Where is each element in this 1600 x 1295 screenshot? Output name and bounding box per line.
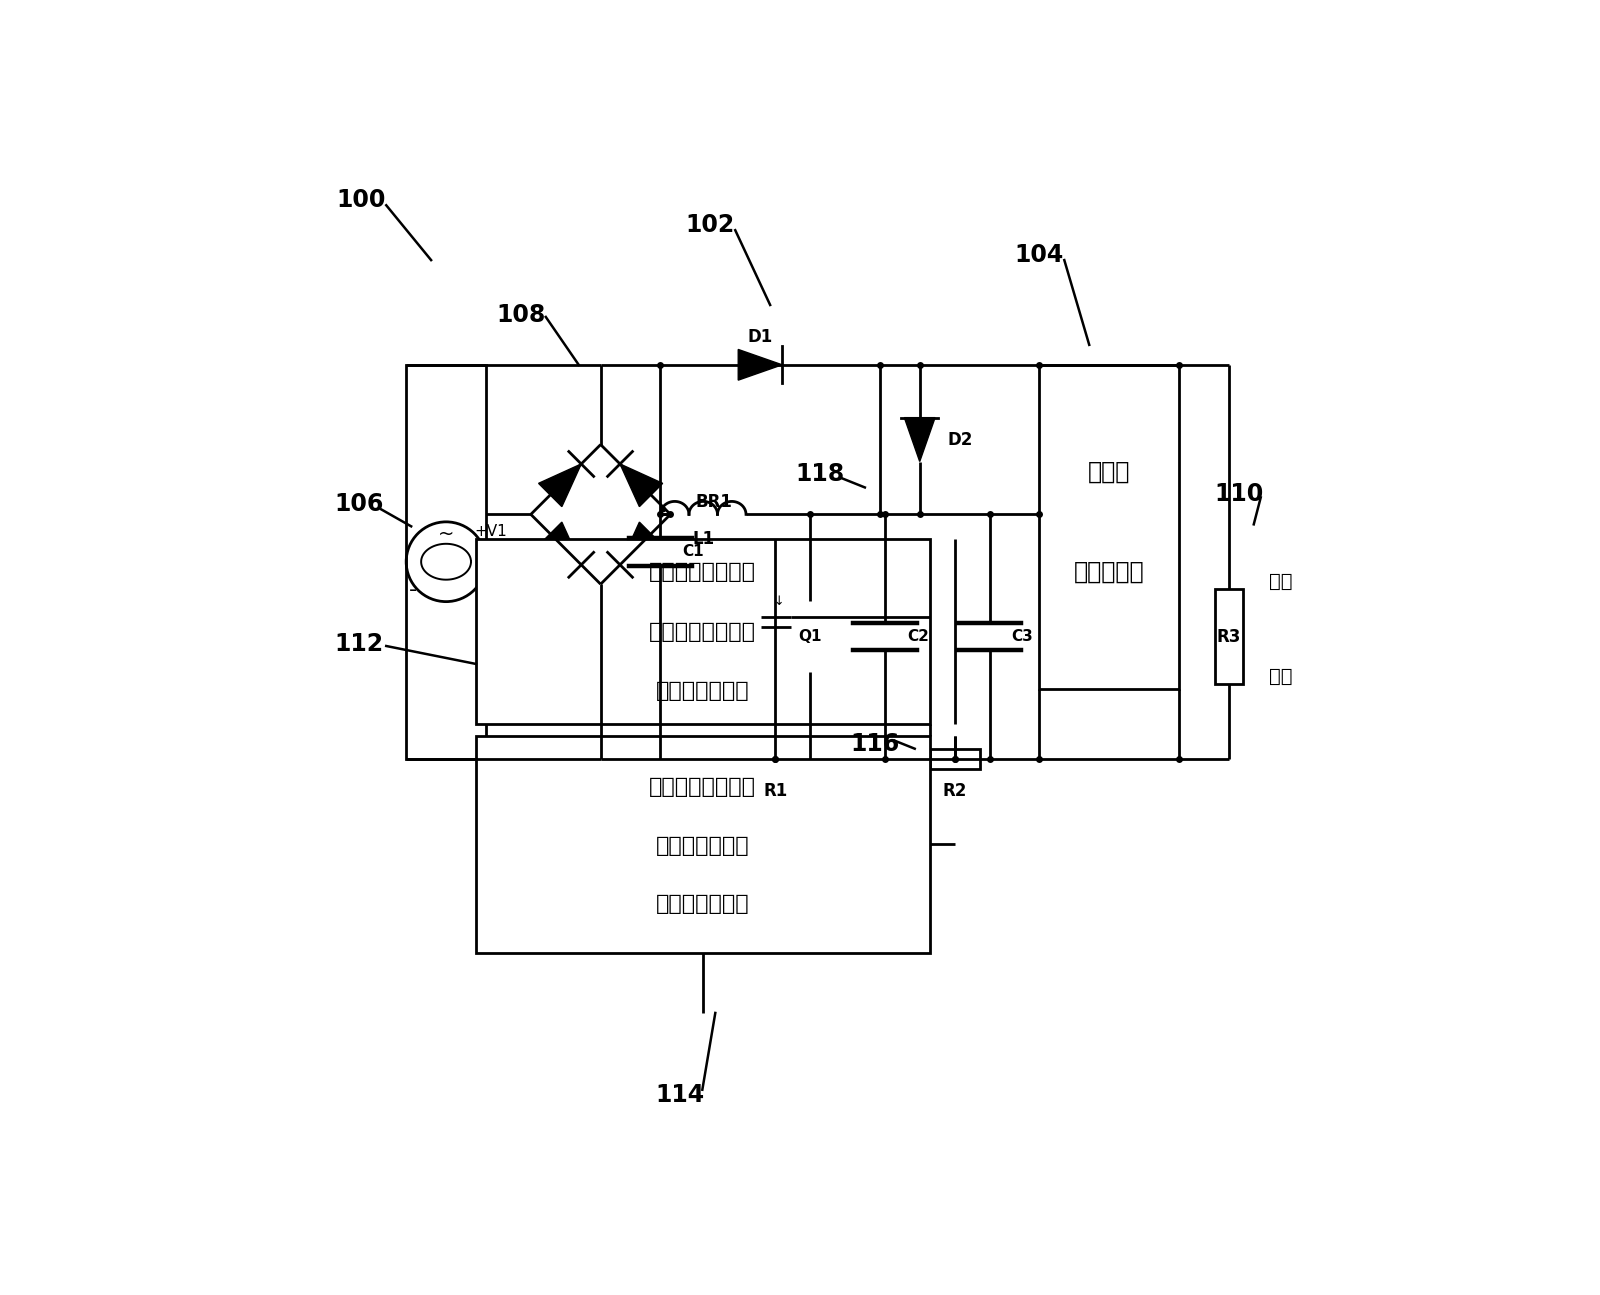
Bar: [930, 749, 979, 769]
Polygon shape: [904, 418, 934, 461]
Bar: [406, 365, 486, 759]
Text: ~: ~: [438, 524, 454, 544]
Text: C1: C1: [682, 544, 704, 559]
Text: 系统: 系统: [1269, 572, 1293, 592]
Text: D1: D1: [747, 328, 773, 346]
Text: 114: 114: [656, 1083, 706, 1107]
Polygon shape: [621, 464, 662, 506]
Text: 功率转换器: 功率转换器: [1074, 559, 1144, 584]
Text: R3: R3: [1216, 628, 1242, 645]
Text: 和按照查询表的: 和按照查询表的: [656, 837, 750, 856]
Text: ↓: ↓: [774, 596, 784, 609]
Text: 112: 112: [334, 632, 384, 657]
Text: 108: 108: [496, 303, 546, 326]
Text: D2: D2: [947, 431, 973, 448]
Text: 实时负载电流感测: 实时负载电流感测: [650, 777, 757, 796]
Text: BR1: BR1: [696, 493, 733, 512]
Text: L1: L1: [693, 531, 714, 548]
Text: -: -: [410, 580, 418, 600]
Text: 回路的数字控制: 回路的数字控制: [656, 681, 750, 702]
Text: C3: C3: [1011, 629, 1034, 644]
Polygon shape: [621, 522, 662, 565]
Text: Q1: Q1: [798, 629, 822, 644]
Polygon shape: [539, 522, 581, 565]
Text: 具有用于功率因数: 具有用于功率因数: [650, 562, 757, 581]
Text: 104: 104: [1014, 243, 1064, 267]
Text: C2: C2: [907, 629, 928, 644]
Bar: [1040, 365, 1179, 689]
Bar: [475, 539, 930, 724]
Text: 110: 110: [1214, 483, 1264, 506]
Text: 118: 118: [795, 462, 845, 487]
Bar: [1214, 589, 1243, 684]
Text: 校正的慢电压控制: 校正的慢电压控制: [650, 622, 757, 641]
Bar: [790, 601, 829, 672]
Text: 106: 106: [334, 492, 384, 517]
Text: R1: R1: [763, 782, 787, 799]
Text: 负载: 负载: [1269, 667, 1293, 686]
Polygon shape: [539, 464, 581, 506]
Polygon shape: [738, 350, 782, 381]
Text: R2: R2: [942, 782, 966, 799]
Text: 100: 100: [336, 188, 386, 212]
Text: 快速占空比替换: 快速占空比替换: [656, 895, 750, 914]
Text: +V1: +V1: [474, 524, 507, 539]
Text: 102: 102: [686, 214, 734, 237]
Text: 开关式: 开关式: [1088, 460, 1130, 484]
Bar: [750, 749, 800, 769]
Bar: [475, 736, 930, 953]
Text: 116: 116: [850, 732, 899, 756]
